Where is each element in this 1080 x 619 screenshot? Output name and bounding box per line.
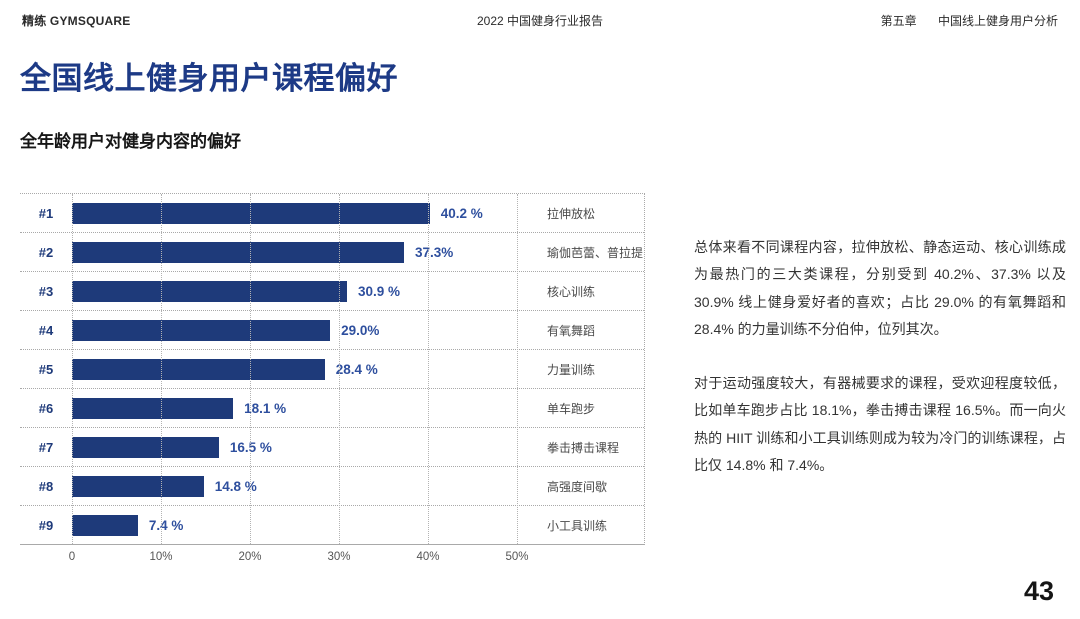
- x-tick-label: 10%: [149, 551, 173, 563]
- commentary-paragraph-2: 对于运动强度较大，有器械要求的课程，受欢迎程度较低，比如单车跑步占比 18.1%…: [694, 375, 1066, 474]
- report-title: 2022 中国健身行业报告: [476, 14, 604, 28]
- bar-track: 30.9 %: [72, 280, 517, 302]
- category-label: 单车跑步: [547, 401, 596, 416]
- bar-value-label: 7.4 %: [148, 517, 184, 533]
- bar: [72, 475, 204, 497]
- rank-label: #5: [38, 361, 54, 377]
- page-title: 全国线上健身用户课程偏好: [20, 61, 398, 96]
- bar-value-label: 29.0%: [341, 322, 380, 338]
- bar-track: 28.4 %: [72, 358, 517, 380]
- rank-label: #1: [38, 205, 54, 221]
- gridline: [161, 194, 162, 544]
- gridline: [517, 194, 518, 544]
- rank-label: #9: [38, 517, 54, 533]
- x-tick-label: 40%: [416, 551, 440, 563]
- chapter-title: 中国线上健身用户分析: [937, 14, 1058, 28]
- bar: [72, 514, 138, 536]
- bar: [72, 436, 219, 458]
- chart-row: #4 29.0% 有氧舞蹈: [20, 311, 644, 350]
- chart-row: #2 37.3% 瑜伽芭蕾、普拉提: [20, 233, 644, 272]
- category-label: 瑜伽芭蕾、普拉提: [547, 245, 644, 260]
- bar-track: 29.0%: [72, 319, 517, 341]
- chart-row: #7 16.5 % 拳击搏击课程: [20, 428, 644, 467]
- gridline: [339, 194, 340, 544]
- category-label: 拳击搏击课程: [547, 440, 620, 455]
- category-label: 小工具训练: [547, 518, 608, 533]
- gridline: [72, 194, 73, 544]
- chart-row: #1 40.2 % 拉伸放松: [20, 194, 644, 233]
- chapter-breadcrumb: 第五章 中国线上健身用户分析: [863, 12, 1058, 29]
- bar-track: 14.8 %: [72, 475, 517, 497]
- category-label: 力量训练: [547, 362, 596, 377]
- bar-value-label: 40.2 %: [440, 205, 483, 221]
- bar-track: 16.5 %: [72, 436, 517, 458]
- chapter-number: 第五章: [880, 14, 917, 28]
- bar-track: 7.4 %: [72, 514, 517, 536]
- brand-logo-text: 精练 GYMSQUARE: [22, 14, 131, 28]
- rank-label: #3: [38, 283, 54, 299]
- bar-track: 18.1 %: [72, 397, 517, 419]
- rank-label: #7: [38, 439, 54, 455]
- rank-label: #6: [38, 400, 54, 416]
- bar: [72, 241, 404, 263]
- chart-subtitle: 全年龄用户对健身内容的偏好: [20, 132, 241, 151]
- page-header: 精练 GYMSQUARE 2022 中国健身行业报告 第五章 中国线上健身用户分…: [0, 12, 1080, 30]
- bar: [72, 280, 347, 302]
- bar-track: 40.2 %: [72, 202, 517, 224]
- gridline: [250, 194, 251, 544]
- chart-row: #5 28.4 % 力量训练: [20, 350, 644, 389]
- commentary-block: 总体来看不同课程内容，拉伸放松、静态运动、核心训练成为最热门的三大类课程，分别受…: [694, 234, 1066, 479]
- chart-row: #8 14.8 % 高强度间歇: [20, 467, 644, 506]
- x-axis: 0 10% 20% 30% 40% 50%: [20, 551, 645, 567]
- bar-value-label: 30.9 %: [358, 283, 401, 299]
- category-label: 拉伸放松: [547, 206, 596, 221]
- rank-label: #4: [38, 322, 54, 338]
- bar-value-label: 37.3%: [414, 244, 454, 260]
- bar-track: 37.3%: [72, 241, 517, 263]
- chart-row: #6 18.1 % 单车跑步: [20, 389, 644, 428]
- x-tick-label: 30%: [327, 551, 351, 563]
- gridline: [428, 194, 429, 544]
- bar: [72, 397, 234, 419]
- bar: [72, 319, 331, 341]
- x-tick-label: 20%: [238, 551, 262, 563]
- bar-chart: #1 40.2 % 拉伸放松 #2 37.3% 瑜伽芭蕾、普拉提 #3 30.9…: [20, 193, 645, 545]
- category-label: 核心训练: [547, 284, 596, 299]
- rank-label: #8: [38, 478, 54, 494]
- bar: [72, 358, 325, 380]
- x-tick-label: 50%: [505, 551, 529, 563]
- category-label: 高强度间歇: [547, 479, 608, 494]
- bar-value-label: 18.1 %: [244, 400, 287, 416]
- bar-value-label: 14.8 %: [214, 478, 257, 494]
- commentary-paragraph-1: 总体来看不同课程内容，拉伸放松、静态运动、核心训练成为最热门的三大类课程，分别受…: [694, 239, 1066, 337]
- category-label: 有氧舞蹈: [547, 323, 596, 338]
- page-number: 43: [1023, 576, 1054, 606]
- x-tick-label: 0: [68, 551, 76, 563]
- chart-row: #9 7.4 % 小工具训练: [20, 506, 644, 545]
- bar-value-label: 28.4 %: [335, 361, 378, 377]
- chart-row: #3 30.9 % 核心训练: [20, 272, 644, 311]
- rank-label: #2: [38, 244, 54, 260]
